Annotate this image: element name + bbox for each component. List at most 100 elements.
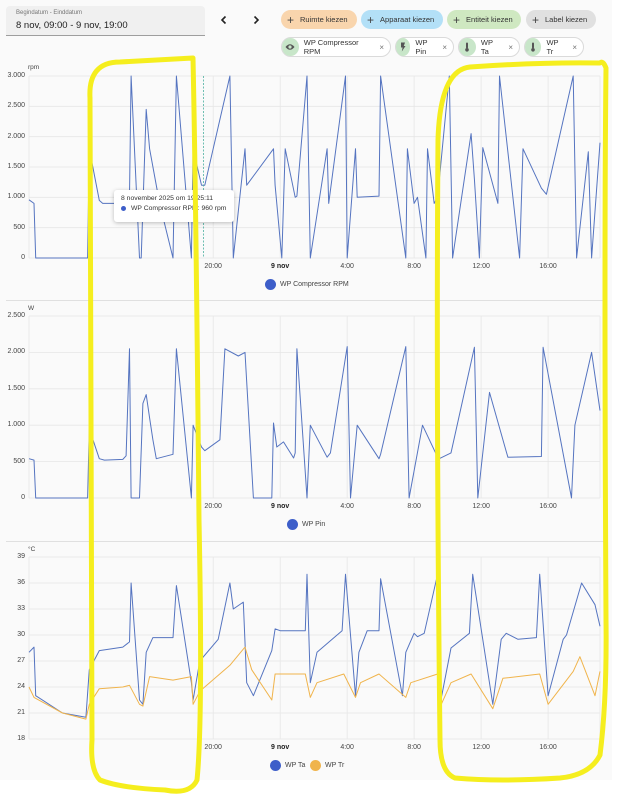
tooltip-series-dot [121, 206, 126, 211]
x-tick-label: 12:00 [472, 503, 490, 510]
x-tick-label: 4:00 [340, 263, 354, 270]
choose-label-button[interactable]: + Label kiezen [526, 10, 596, 29]
power-chart[interactable]: W 0 500 1.000 1.500 2.000 2.500 20:00 9 nov 4:0… [0, 300, 612, 540]
next-period-button[interactable] [246, 10, 266, 30]
y-tick-label: 3.000 [7, 72, 25, 79]
chart-divider [6, 300, 604, 301]
tooltip-value: WP Compressor RPM: 960 rpm [131, 205, 227, 212]
plus-icon: + [453, 12, 461, 27]
x-tick-label: 8:00 [407, 263, 421, 270]
temperature-plot-area[interactable] [0, 541, 612, 781]
date-range-value: 8 nov, 09:00 - 9 nov, 19:00 [16, 20, 128, 31]
y-tick-label: 39 [17, 553, 25, 560]
rpm-plot-area[interactable] [0, 60, 612, 300]
entity-chip-compressor-rpm[interactable]: WP Compressor RPM × [281, 37, 391, 57]
y-tick-label: 36 [17, 579, 25, 586]
chevron-left-icon [220, 15, 227, 25]
choose-entity-button[interactable]: + Entiteit kiezen [447, 10, 521, 29]
x-tick-label: 8:00 [407, 744, 421, 751]
legend-item-pin[interactable]: WP Pin [287, 519, 325, 530]
legend-label: WP Pin [302, 521, 326, 528]
y-tick-label: 2.000 [7, 348, 25, 356]
rpm-chart[interactable]: rpm 0 500 1.000 1.500 2.000 2.500 3.000 20:00 9… [0, 60, 612, 300]
y-tick-label: 27 [17, 657, 25, 664]
series-line [28, 573, 601, 718]
rpm-axis-unit: rpm [28, 64, 40, 71]
y-tick-label: 500 [13, 457, 25, 465]
legend-item-compressor-rpm[interactable]: WP Compressor RPM [265, 279, 349, 290]
legend-label: WP Ta [285, 762, 306, 769]
entity-chip-label: WP Ta [480, 38, 493, 56]
entity-chip-ta[interactable]: WP Ta × [458, 37, 520, 57]
x-tick-label: 8:00 [407, 503, 421, 510]
x-tick-label: 9 nov [271, 503, 290, 510]
y-tick-label: 500 [13, 223, 25, 231]
x-tick-label: 16:00 [539, 503, 557, 510]
y-tick-label: 0 [21, 254, 25, 261]
y-tick-label: 2.500 [7, 312, 25, 319]
chevron-right-icon [253, 15, 260, 25]
choose-entity-label: Entiteit kiezen [466, 15, 513, 24]
entity-chip-label: WP Compressor RPM [303, 38, 359, 56]
remove-chip-icon[interactable]: × [572, 42, 577, 52]
remove-chip-icon[interactable]: × [508, 42, 513, 52]
plus-icon: + [367, 12, 375, 27]
x-tick-label: 16:00 [539, 744, 557, 751]
y-tick-label: 21 [17, 709, 25, 716]
y-tick-label: 24 [17, 683, 25, 690]
y-tick-label: 0 [21, 494, 25, 501]
plus-icon: + [532, 12, 540, 27]
power-plot-area[interactable] [0, 300, 612, 540]
y-tick-label: 1.500 [7, 163, 25, 170]
plus-icon: + [287, 12, 295, 27]
temperature-axis-unit: °C [28, 546, 36, 553]
temperature-chart[interactable]: °C 18 21 24 27 30 33 36 39 20:00 9 nov 4:00 8:00 12… [0, 541, 612, 781]
entity-chip-label: WP Tr [546, 38, 559, 56]
remove-chip-icon[interactable]: × [442, 42, 447, 52]
entity-chip-label: WP Pin [415, 38, 428, 56]
x-tick-label: 20:00 [204, 503, 222, 510]
x-tick-label: 9 nov [271, 744, 290, 751]
y-tick-label: 2.000 [7, 132, 25, 140]
chart-tooltip: 8 november 2025 om 19:25:11 WP Compresso… [114, 190, 234, 222]
choose-device-button[interactable]: + Apparaat kiezen [361, 10, 443, 29]
date-range-picker[interactable]: Begindatum - Einddatum 8 nov, 09:00 - 9 … [6, 6, 205, 36]
thermometer-icon [525, 38, 542, 56]
flash-icon [396, 38, 411, 56]
choose-area-label: Ruimte kiezen [300, 15, 348, 24]
series-line [28, 346, 601, 499]
y-tick-label: 33 [17, 605, 25, 612]
date-range-label: Begindatum - Einddatum [16, 10, 83, 16]
legend-item-tr[interactable]: WP Tr [310, 760, 344, 771]
x-tick-label: 4:00 [340, 503, 354, 510]
legend-label: WP Tr [325, 762, 345, 769]
y-tick-label: 1.000 [7, 193, 25, 201]
x-tick-label: 9 nov [271, 263, 290, 270]
x-tick-label: 20:00 [204, 263, 222, 270]
x-tick-label: 16:00 [539, 263, 557, 270]
y-tick-label: 30 [17, 631, 25, 638]
entity-chip-tr[interactable]: WP Tr × [524, 37, 584, 57]
y-tick-label: 2.500 [7, 102, 25, 110]
eye-icon [282, 38, 299, 56]
y-tick-label: 1.000 [7, 421, 25, 429]
series-line [28, 646, 601, 720]
remove-chip-icon[interactable]: × [379, 42, 384, 52]
y-tick-label: 18 [17, 735, 25, 742]
choose-area-button[interactable]: + Ruimte kiezen [281, 10, 357, 29]
thermometer-icon [459, 38, 476, 56]
entity-chip-pin[interactable]: WP Pin × [395, 37, 454, 57]
x-tick-label: 20:00 [204, 744, 222, 751]
legend-item-ta[interactable]: WP Ta [270, 760, 305, 771]
previous-period-button[interactable] [214, 10, 234, 30]
choose-device-label: Apparaat kiezen [380, 15, 435, 24]
legend-dot [270, 760, 281, 771]
legend-dot [310, 760, 321, 771]
legend-dot [265, 279, 276, 290]
x-tick-label: 12:00 [472, 263, 490, 270]
x-tick-label: 12:00 [472, 744, 490, 751]
x-tick-label: 4:00 [340, 744, 354, 751]
tooltip-title: 8 november 2025 om 19:25:11 [121, 195, 214, 202]
legend-label: WP Compressor RPM [280, 281, 349, 288]
choose-label-label: Label kiezen [545, 15, 588, 24]
